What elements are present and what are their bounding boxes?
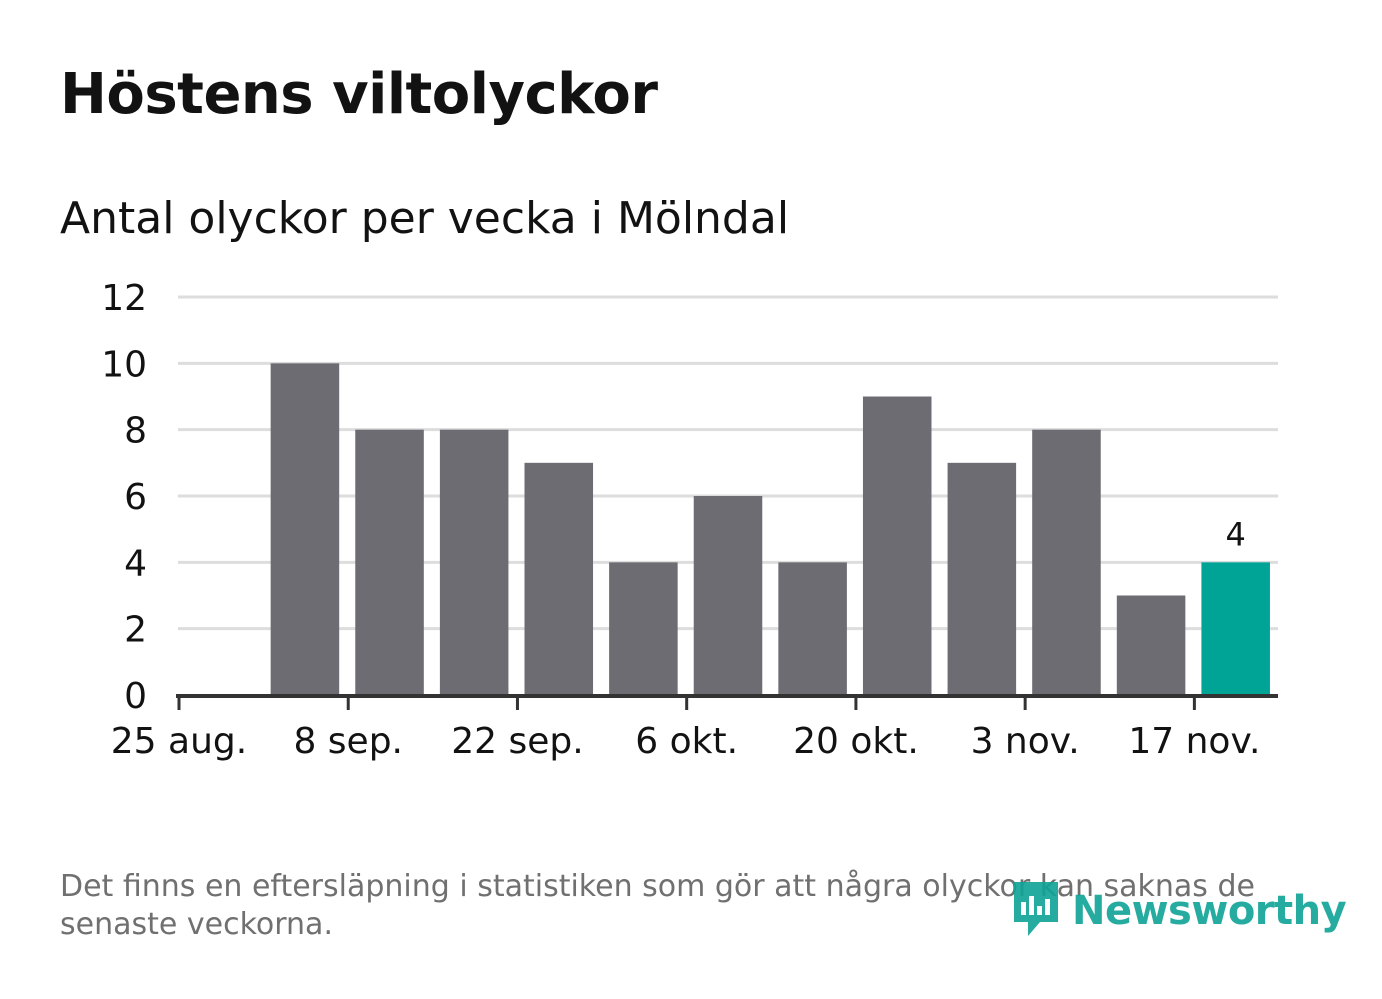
x-tick-label: 25 aug. xyxy=(111,721,247,762)
bar xyxy=(862,396,932,695)
x-tick-label: 3 nov. xyxy=(971,721,1080,762)
x-tick-label: 8 sep. xyxy=(293,721,403,762)
y-tick-label: 4 xyxy=(124,543,147,584)
bars xyxy=(270,363,1270,695)
x-tick-label: 22 sep. xyxy=(451,721,583,762)
chart-subtitle: Antal olyckor per vecka i Mölndal xyxy=(60,193,790,244)
chart-title: Höstens viltolyckor xyxy=(60,62,658,127)
y-tick-label: 2 xyxy=(124,610,147,651)
bar xyxy=(524,462,594,695)
bar xyxy=(1032,429,1101,695)
bar xyxy=(778,562,847,695)
bar xyxy=(1116,595,1186,695)
x-tick-label: 20 okt. xyxy=(793,721,919,762)
x-tick-label: 17 nov. xyxy=(1128,721,1260,762)
bar xyxy=(947,462,1017,695)
axes xyxy=(176,694,1278,710)
y-tick-label: 6 xyxy=(124,477,147,518)
y-tick-label: 10 xyxy=(101,344,147,385)
bar xyxy=(270,363,340,695)
brand-name: Newsworthy xyxy=(1072,888,1347,934)
newsworthy-logo: Newsworthy xyxy=(1010,878,1347,944)
y-tick-label: 12 xyxy=(101,278,147,319)
bar xyxy=(693,496,763,695)
newsworthy-logo-icon xyxy=(1010,878,1062,944)
x-tick-label: 6 okt. xyxy=(635,721,738,762)
y-tick-label: 8 xyxy=(124,411,147,452)
y-tick-label: 0 xyxy=(124,676,147,717)
bar xyxy=(355,429,424,695)
bar xyxy=(439,429,509,695)
labels: 0 2 4 6 8 10 12 4 25 aug. 8 sep. 22 sep. 6 okt. 20 o… xyxy=(101,278,1260,762)
bar-highlight xyxy=(1201,562,1270,695)
bar-data-label: 4 xyxy=(1226,515,1246,553)
bar xyxy=(609,562,678,695)
